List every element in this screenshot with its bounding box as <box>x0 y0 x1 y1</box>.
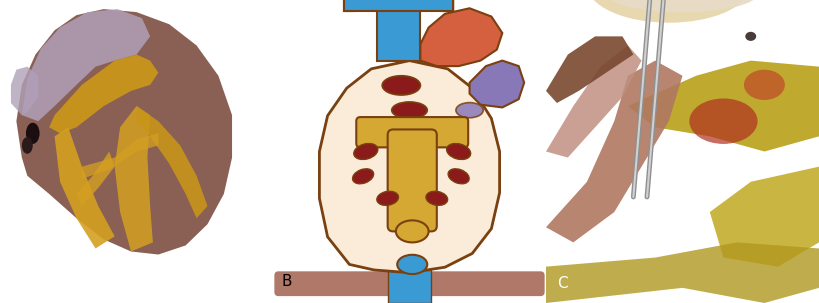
Polygon shape <box>344 0 377 11</box>
Ellipse shape <box>744 70 785 100</box>
FancyBboxPatch shape <box>356 117 468 147</box>
Polygon shape <box>628 61 819 152</box>
FancyBboxPatch shape <box>387 129 437 231</box>
Ellipse shape <box>382 76 420 95</box>
Ellipse shape <box>396 220 428 242</box>
Bar <box>387 270 432 303</box>
Ellipse shape <box>26 123 39 144</box>
Ellipse shape <box>587 0 751 23</box>
Polygon shape <box>469 61 524 108</box>
Ellipse shape <box>690 98 758 144</box>
Ellipse shape <box>358 120 391 145</box>
Ellipse shape <box>391 102 428 118</box>
Ellipse shape <box>448 169 469 184</box>
Polygon shape <box>546 36 633 103</box>
Polygon shape <box>137 106 207 218</box>
Polygon shape <box>420 8 502 66</box>
Ellipse shape <box>352 169 373 184</box>
Ellipse shape <box>377 191 399 205</box>
Polygon shape <box>22 9 150 121</box>
Ellipse shape <box>446 144 471 159</box>
Ellipse shape <box>608 0 758 12</box>
Text: B: B <box>281 274 292 289</box>
Polygon shape <box>115 106 153 251</box>
FancyBboxPatch shape <box>274 271 545 296</box>
Polygon shape <box>16 9 232 255</box>
Ellipse shape <box>426 191 448 205</box>
Ellipse shape <box>397 255 428 274</box>
Polygon shape <box>546 45 641 158</box>
Polygon shape <box>55 127 115 248</box>
Ellipse shape <box>22 137 33 154</box>
Ellipse shape <box>456 103 483 118</box>
Polygon shape <box>76 152 115 206</box>
Polygon shape <box>710 167 819 267</box>
Polygon shape <box>11 67 38 115</box>
Bar <box>377 0 420 61</box>
Polygon shape <box>546 242 819 303</box>
Polygon shape <box>420 0 453 11</box>
Text: A: A <box>11 276 21 291</box>
Ellipse shape <box>745 32 756 41</box>
Polygon shape <box>319 61 500 273</box>
Text: C: C <box>557 276 568 291</box>
Polygon shape <box>546 61 682 242</box>
Ellipse shape <box>354 144 378 159</box>
Polygon shape <box>82 133 158 179</box>
Bar <box>344 0 453 11</box>
Polygon shape <box>49 55 158 133</box>
